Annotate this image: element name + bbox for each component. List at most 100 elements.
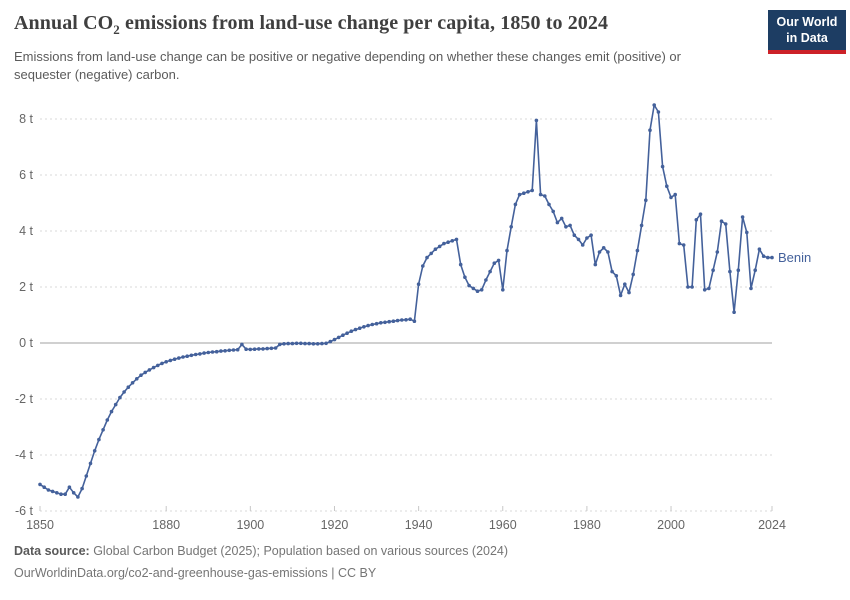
data-point-marker[interactable] <box>509 225 513 229</box>
data-point-marker[interactable] <box>492 261 497 266</box>
data-point-marker[interactable] <box>202 351 206 355</box>
data-point-marker[interactable] <box>458 262 463 267</box>
data-point-marker[interactable] <box>177 356 181 360</box>
data-point-marker[interactable] <box>46 488 51 492</box>
data-point-marker[interactable] <box>391 319 396 324</box>
data-point-marker[interactable] <box>412 319 417 324</box>
owid-logo[interactable]: Our World in Data <box>768 10 846 54</box>
data-point-marker[interactable] <box>719 219 724 223</box>
data-point-marker[interactable] <box>471 286 476 291</box>
data-point-marker[interactable] <box>614 274 619 278</box>
data-point-marker[interactable] <box>353 327 358 332</box>
series-label-benin[interactable]: Benin <box>778 250 811 265</box>
data-point-marker[interactable] <box>147 368 152 372</box>
data-point-marker[interactable] <box>421 264 425 268</box>
data-point-marker[interactable] <box>639 223 644 228</box>
data-point-marker[interactable] <box>408 317 413 322</box>
data-point-marker[interactable] <box>433 247 438 251</box>
data-point-marker[interactable] <box>261 347 265 351</box>
data-point-marker[interactable] <box>707 286 711 291</box>
data-point-marker[interactable] <box>559 216 564 221</box>
data-point-marker[interactable] <box>223 349 227 353</box>
data-point-marker[interactable] <box>151 365 156 370</box>
data-point-marker[interactable] <box>252 347 257 352</box>
data-point-marker[interactable] <box>328 339 333 344</box>
data-point-marker[interactable] <box>475 289 480 294</box>
data-point-marker[interactable] <box>395 318 400 323</box>
data-point-marker[interactable] <box>290 341 295 346</box>
data-point-marker[interactable] <box>770 255 774 260</box>
data-point-marker[interactable] <box>227 348 232 353</box>
data-point-marker[interactable] <box>454 237 459 242</box>
data-point-marker[interactable] <box>416 282 421 287</box>
data-point-marker[interactable] <box>505 248 509 253</box>
data-point-marker[interactable] <box>501 288 505 292</box>
data-point-marker[interactable] <box>635 248 640 253</box>
data-point-marker[interactable] <box>156 363 160 368</box>
data-point-marker[interactable] <box>379 321 383 325</box>
data-point-marker[interactable] <box>193 352 198 357</box>
data-point-marker[interactable] <box>219 349 223 353</box>
data-point-marker[interactable] <box>231 348 236 352</box>
data-point-marker[interactable] <box>543 194 547 198</box>
data-point-marker[interactable] <box>374 321 379 326</box>
data-point-marker[interactable] <box>143 370 147 375</box>
data-point-marker[interactable] <box>488 269 492 274</box>
data-point-marker[interactable] <box>694 218 699 222</box>
data-point-marker[interactable] <box>740 215 745 219</box>
data-point-marker[interactable] <box>618 293 623 298</box>
data-point-marker[interactable] <box>761 254 766 258</box>
data-point-marker[interactable] <box>370 322 375 327</box>
data-point-marker[interactable] <box>585 236 589 240</box>
data-point-marker[interactable] <box>345 331 349 336</box>
data-point-marker[interactable] <box>623 282 627 287</box>
data-point-marker[interactable] <box>597 250 602 254</box>
data-point-marker[interactable] <box>467 283 471 288</box>
data-point-marker[interactable] <box>206 350 211 355</box>
data-point-marker[interactable] <box>97 437 101 442</box>
data-point-marker[interactable] <box>181 355 185 359</box>
data-point-marker[interactable] <box>627 290 631 295</box>
data-point-marker[interactable] <box>269 346 274 351</box>
data-point-marker[interactable] <box>526 190 530 194</box>
data-point-marker[interactable] <box>652 103 656 107</box>
data-point-marker[interactable] <box>766 255 770 260</box>
data-point-marker[interactable] <box>336 335 341 340</box>
data-point-marker[interactable] <box>723 222 728 226</box>
data-point-marker[interactable] <box>105 418 110 422</box>
data-point-marker[interactable] <box>366 323 370 328</box>
data-point-marker[interactable] <box>690 285 694 289</box>
data-point-marker[interactable] <box>745 230 749 235</box>
data-point-marker[interactable] <box>248 347 253 352</box>
data-point-marker[interactable] <box>265 346 270 351</box>
data-point-marker[interactable] <box>686 285 690 289</box>
data-point-marker[interactable] <box>59 492 63 497</box>
data-point-marker[interactable] <box>67 485 72 490</box>
data-point-marker[interactable] <box>715 250 720 254</box>
data-point-marker[interactable] <box>442 241 446 246</box>
data-point-marker[interactable] <box>660 164 665 169</box>
data-point-marker[interactable] <box>63 492 67 497</box>
data-point-marker[interactable] <box>210 350 215 354</box>
data-point-marker[interactable] <box>425 255 429 260</box>
data-point-marker[interactable] <box>324 341 328 346</box>
data-point-marker[interactable] <box>214 349 219 354</box>
data-point-marker[interactable] <box>135 377 139 381</box>
source-url-line[interactable]: OurWorldinData.org/co2-and-greenhouse-ga… <box>14 566 377 580</box>
data-point-marker[interactable] <box>534 118 539 123</box>
data-point-marker[interactable] <box>479 288 484 292</box>
data-point-marker[interactable] <box>303 341 307 346</box>
data-point-marker[interactable] <box>400 318 404 322</box>
data-point-marker[interactable] <box>702 288 707 292</box>
data-point-marker[interactable] <box>273 346 278 350</box>
data-point-marker[interactable] <box>530 188 534 193</box>
data-point-marker[interactable] <box>50 489 55 494</box>
data-point-marker[interactable] <box>711 268 715 273</box>
data-point-marker[interactable] <box>101 428 105 432</box>
data-point-marker[interactable] <box>601 246 606 250</box>
data-point-marker[interactable] <box>282 342 286 346</box>
data-point-marker[interactable] <box>551 209 555 214</box>
data-point-marker[interactable] <box>681 243 686 247</box>
data-point-marker[interactable] <box>496 258 501 263</box>
